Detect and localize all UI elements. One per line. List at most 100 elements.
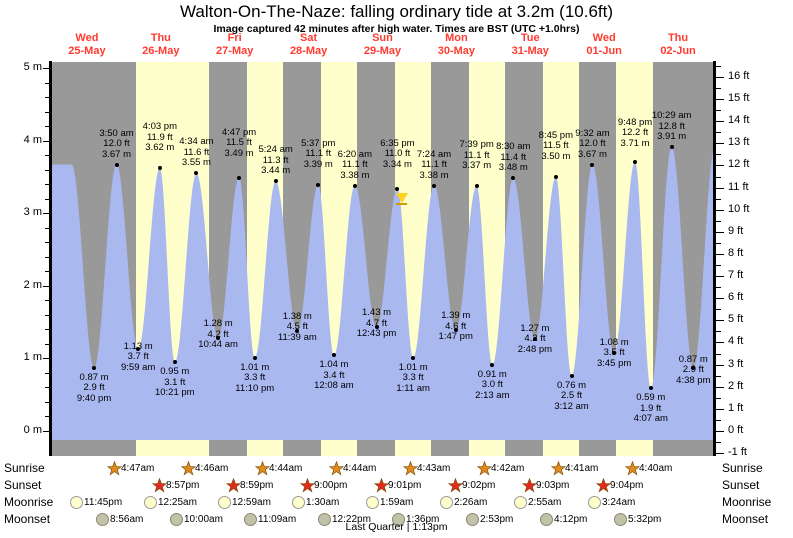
- y-tick-mark-right: [716, 453, 724, 455]
- high-tide-time: 8:45 pm: [538, 129, 573, 141]
- page-title: Walton-On-The-Naze: falling ordinary tid…: [179, 2, 614, 21]
- high-tide-feet: 12.0 ft: [579, 138, 606, 150]
- y-tick-mark-right: [716, 231, 724, 233]
- moonset-time: 10:00am: [184, 514, 223, 525]
- low-tide-point: [453, 328, 458, 333]
- high-tide-feet: 11.5 ft: [542, 140, 569, 152]
- moonset-icon: [170, 513, 183, 526]
- low-tide-time: 3:45 pm: [596, 357, 632, 369]
- high-tide-label: 8:45 pm 11.5 ft 3.50 m: [520, 129, 592, 163]
- high-tide-time: 5:24 am: [258, 144, 293, 156]
- y-tick-mark-right: [716, 431, 724, 432]
- high-tide-time: 7:24 am: [416, 148, 452, 160]
- low-tide-point: [648, 386, 653, 391]
- low-tide-point: [331, 353, 336, 358]
- low-tide-time: 12:43 pm: [356, 328, 397, 340]
- y-tick-mark-right: [716, 386, 724, 388]
- low-tide-meters: 1.27 m: [520, 322, 550, 334]
- y-minor-tick-right: [716, 176, 721, 178]
- sunset-star-icon: [373, 477, 390, 498]
- low-tide-meters: 1.43 m: [361, 307, 392, 319]
- moonrise-icon: [514, 496, 527, 509]
- low-tide-label: 0.87 m 2.9 ft 4:38 pm: [657, 353, 729, 387]
- sunset-star-icon: [151, 477, 168, 493]
- high-tide-time: 4:47 pm: [221, 126, 257, 138]
- day-header-25-may: Wed 25-May: [30, 32, 144, 58]
- sunrise-star-icon: [328, 460, 345, 481]
- high-tide-feet: 12.2 ft: [621, 127, 649, 139]
- high-tide-label: 9:32 am 12.0 ft 3.67 m: [556, 128, 628, 161]
- high-tide-point: [395, 186, 400, 191]
- night-band-bottom: [357, 440, 395, 456]
- y-minor-tick-left: [45, 343, 50, 345]
- sunrise-time: 4:44am: [343, 463, 377, 474]
- high-tide-feet: 11.1 ft: [305, 148, 332, 160]
- sunrise-star-icon: [106, 460, 123, 481]
- y-tick-mark-right: [716, 143, 724, 145]
- moonset-time: 2:53pm: [480, 514, 514, 525]
- y-minor-tick-left: [45, 401, 50, 403]
- y-minor-tick-right: [716, 132, 721, 134]
- high-tide-meters: 3.67 m: [577, 148, 607, 160]
- high-tide-label: 6:20 am 11.1 ft 3.38 m: [319, 148, 391, 182]
- sunrise-star-icon: [476, 460, 493, 476]
- y-minor-tick-left: [45, 256, 50, 258]
- moonset-icon: [318, 513, 331, 526]
- sunset-time: 9:03pm: [536, 480, 570, 491]
- y-tick-mark-left: [43, 213, 50, 215]
- night-band-bottom: [653, 440, 715, 456]
- high-tide-feet: 11.9 ft: [146, 131, 173, 143]
- high-tide-time: 6:20 am: [337, 148, 372, 160]
- high-tide-label: 9:48 pm 12.2 ft 3.71 m: [599, 116, 671, 150]
- y-minor-tick-left: [45, 82, 50, 84]
- low-tide-time: 12:08 am: [314, 380, 354, 392]
- low-tide-label: 1.08 m 3.5 ft 3:45 pm: [578, 337, 650, 370]
- y-tick-mark-right: [716, 298, 724, 300]
- sunrise-star-icon: [106, 460, 123, 476]
- moonrise-icon: [588, 496, 601, 509]
- sunrise-row-label-left: Sunrise: [4, 461, 45, 475]
- high-tide-time: 5:37 pm: [301, 137, 336, 149]
- sunset-time: 9:01pm: [388, 480, 422, 491]
- high-tide-meters: 3.48 m: [498, 162, 528, 174]
- moonrise-icon: [70, 496, 83, 509]
- low-tide-meters: 0.87 m: [678, 353, 708, 365]
- tide-curve: [50, 147, 715, 440]
- low-tide-label: 0.91 m 3.0 ft 2:13 am: [456, 369, 528, 402]
- page-subtitle: Image captured 42 minutes after high wat…: [213, 23, 580, 35]
- moonrise-time: 11:45pm: [84, 497, 123, 508]
- high-tide-time: 8:30 am: [496, 141, 531, 153]
- y-minor-tick-right: [716, 198, 721, 200]
- high-tide-label: 4:03 pm 11.9 ft 3.62 m: [124, 122, 196, 154]
- y-tick-mark-left: [43, 431, 50, 432]
- low-tide-label: 1.43 m 4.7 ft 12:43 pm: [341, 308, 413, 340]
- low-tide-point: [92, 365, 97, 370]
- sunset-row-label-left: Sunset: [4, 478, 42, 492]
- low-tide-meters: 1.28 m: [203, 318, 233, 330]
- high-tide-label: 5:37 pm 11.1 ft 3.39 m: [282, 137, 354, 171]
- moonrise-icon: [292, 496, 305, 509]
- moonrise-time: 1:59am: [380, 497, 414, 508]
- high-tide-time: 9:48 pm: [617, 116, 653, 128]
- high-tide-feet: 11.0 ft: [384, 148, 411, 160]
- low-tide-feet: 2.9 ft: [682, 364, 704, 376]
- high-tide-point: [474, 184, 479, 189]
- low-tide-point: [295, 328, 300, 333]
- low-tide-label: 1.28 m 4.2 ft 10:44 am: [182, 319, 254, 351]
- low-tide-time: 3:12 am: [554, 400, 589, 412]
- sunset-time: 8:57pm: [166, 480, 200, 491]
- y-tick-mark-right: [716, 342, 724, 344]
- high-tide-point: [669, 145, 674, 150]
- y-tick-label-right: 14 ft: [728, 114, 750, 127]
- day-of-week: Sat: [300, 32, 318, 44]
- sunrise-star-icon: [328, 460, 345, 476]
- day-header-31-may: Tue 31-May: [473, 32, 587, 58]
- high-tide-point: [432, 183, 437, 188]
- sunset-star-icon: [299, 477, 316, 493]
- sunrise-star-icon: [180, 460, 197, 481]
- sunrise-star-icon: [180, 460, 197, 476]
- high-tide-point: [157, 166, 162, 171]
- high-tide-point: [553, 174, 558, 179]
- y-minor-tick-left: [45, 97, 50, 99]
- high-tide-meters: 3.67 m: [101, 148, 132, 160]
